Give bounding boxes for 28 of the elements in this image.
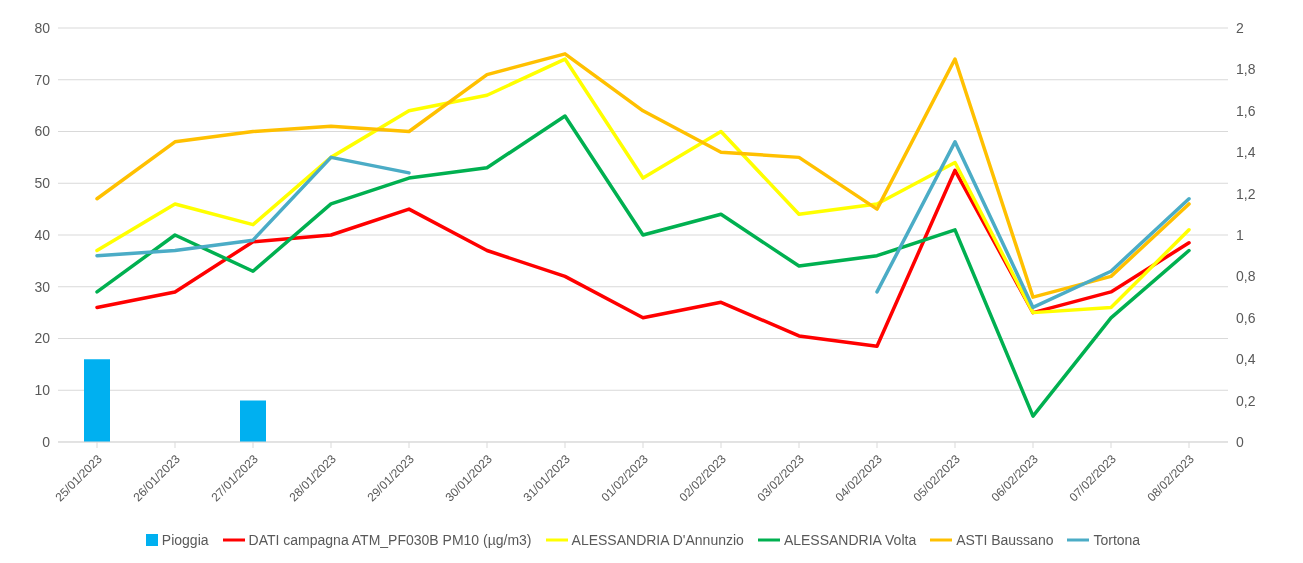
y2-tick-label: 1,6 xyxy=(1236,102,1256,119)
y2-tick-label: 0,2 xyxy=(1236,392,1256,409)
y2-tick-label: 1,4 xyxy=(1236,144,1256,161)
y-tick-label: 40 xyxy=(34,226,51,243)
line-series xyxy=(95,114,1191,418)
y2-tick-label: 1,8 xyxy=(1236,61,1256,78)
legend-label: Pioggia xyxy=(161,532,209,548)
y2-tick-label: 0,4 xyxy=(1236,351,1256,368)
legend-label: ALESSANDRIA Volta xyxy=(783,532,917,548)
y-tick-label: 10 xyxy=(34,382,51,399)
y-tick-label: 0 xyxy=(42,433,51,450)
legend-label: DATI campagna ATM_PF030B PM10 (µg/m3) xyxy=(248,532,532,548)
legend-label: Tortona xyxy=(1093,532,1141,548)
y-tick-label: 60 xyxy=(34,123,51,140)
y-tick-label: 70 xyxy=(34,71,51,88)
legend-label: ASTI Baussano xyxy=(956,532,1054,548)
y2-tick-label: 0,6 xyxy=(1236,309,1256,326)
y2-tick-label: 1 xyxy=(1236,226,1244,243)
line-series xyxy=(95,168,1191,349)
legend-label: ALESSANDRIA D'Annunzio xyxy=(571,532,744,548)
y2-tick-label: 2 xyxy=(1236,19,1244,36)
y-tick-label: 50 xyxy=(34,175,51,192)
y2-tick-label: 0,8 xyxy=(1236,268,1256,285)
y-tick-label: 30 xyxy=(34,278,51,295)
y2-tick-label: 0 xyxy=(1236,433,1244,450)
y-tick-label: 80 xyxy=(34,19,51,36)
y2-tick-label: 1,2 xyxy=(1236,185,1256,202)
y-tick-label: 20 xyxy=(34,330,51,347)
